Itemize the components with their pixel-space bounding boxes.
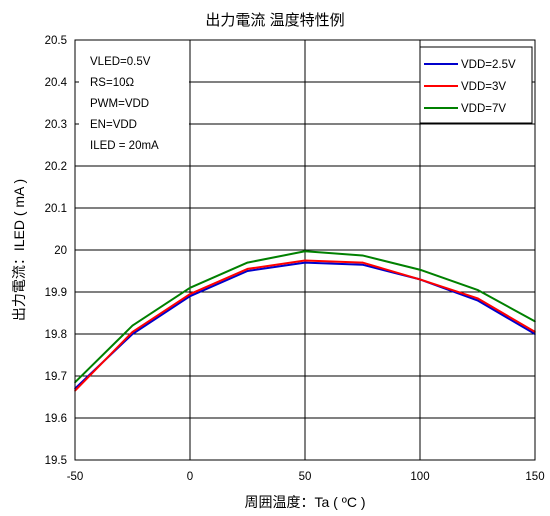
data-point (189, 295, 191, 298)
x-tick-label: 50 (299, 471, 312, 483)
y-tick-label: 20.2 (45, 161, 67, 173)
y-tick-label: 19.7 (45, 371, 67, 383)
data-point (304, 259, 306, 262)
data-point (419, 278, 421, 281)
tick-labels: -50 0 50 100 150 19.5 19.6 19.7 19.8 19.9 20 20.1 20… (45, 35, 545, 483)
data-point (361, 261, 364, 264)
y-tick-label: 20.5 (45, 35, 67, 47)
x-tick-label: -50 (67, 471, 84, 483)
data-point (304, 261, 306, 264)
data-point (246, 270, 249, 272)
y-tick-label: 20.1 (45, 203, 67, 215)
data-point (246, 261, 249, 264)
x-tick-label: 0 (187, 471, 193, 483)
data-point (189, 287, 191, 289)
legend: VDD=2.5V VDD=3V VDD=7V (424, 59, 516, 115)
x-tick-label: 100 (410, 471, 429, 483)
x-axis-label: 周囲温度：Ta ( ºC ) (244, 494, 365, 510)
annotation-text: RS=10Ω (90, 77, 134, 89)
annotations: VLED=0.5V RS=10Ω PWM=VDD EN=VDD ILED = 20mA (90, 56, 159, 152)
plot-frame (74, 39, 536, 461)
y-tick-label: 20.3 (45, 119, 67, 131)
data-point (476, 299, 479, 302)
data-point (476, 297, 479, 300)
x-tick-label: 150 (525, 471, 544, 483)
series-lines (74, 250, 536, 392)
y-tick-label: 19.6 (45, 413, 67, 425)
y-tick-label: 19.8 (45, 329, 67, 341)
data-point (246, 268, 249, 270)
y-tick-label: 20.4 (45, 77, 68, 89)
data-point (304, 250, 306, 253)
data-point (419, 268, 421, 271)
y-axis-label: 出力電流：ILED ( mA ) (11, 179, 27, 321)
data-point (476, 289, 479, 291)
chart-title: 出力電流 温度特性例 (205, 12, 344, 29)
y-tick-label: 19.5 (45, 455, 67, 467)
data-point (131, 324, 134, 327)
annotation-box (79, 46, 189, 138)
legend-label: VDD=3V (461, 81, 506, 93)
data-point (361, 254, 364, 257)
data-point (189, 293, 191, 295)
annotation-text: ILED = 20mA (90, 140, 159, 152)
y-tick-label: 19.9 (45, 287, 67, 299)
annotation-text: PWM=VDD (90, 98, 149, 110)
data-point (131, 331, 134, 333)
legend-label: VDD=2.5V (461, 59, 516, 71)
annotation-text: VLED=0.5V (90, 56, 151, 68)
annotation-text: EN=VDD (90, 119, 137, 131)
legend-label: VDD=7V (461, 103, 506, 115)
y-tick-label: 20 (54, 245, 67, 257)
data-point (361, 263, 364, 266)
